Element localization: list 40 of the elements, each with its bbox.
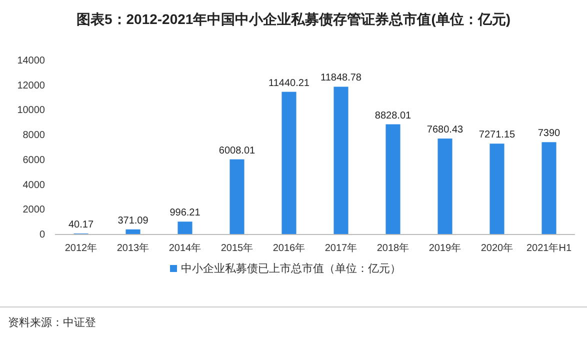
data-label: 7390 — [538, 128, 561, 140]
y-tick-label: 8000 — [22, 130, 46, 142]
bar — [490, 144, 504, 234]
data-label: 6008.01 — [218, 145, 256, 156]
legend-label: 中小企业私募债已上市总市值（单位：亿元） — [181, 262, 401, 275]
y-tick-label: 0 — [39, 230, 46, 240]
bar — [542, 142, 556, 234]
bar — [230, 159, 244, 234]
data-label: 7271.15 — [478, 130, 516, 141]
data-label: 7680.43 — [426, 124, 464, 136]
x-tick-label: 2019年 — [428, 242, 462, 254]
y-tick-label: 14000 — [17, 56, 46, 66]
x-tick-label: 2016年 — [272, 242, 306, 254]
data-label: 996.21 — [170, 208, 201, 219]
data-label: 8828.01 — [374, 110, 412, 122]
y-tick-label: 10000 — [17, 105, 46, 116]
y-tick-label: 2000 — [22, 204, 46, 216]
bar — [334, 86, 348, 234]
text: 资料来源：中证登 — [8, 316, 96, 329]
y-tick-label: 4000 — [22, 180, 46, 191]
data-label: 40.17 — [68, 220, 94, 230]
bar — [386, 124, 400, 234]
chart-title: 图表5：2012-2021年中国中小企业私募债存管证券总市值(单位：亿元) — [76, 11, 511, 27]
bar — [126, 229, 140, 234]
x-tick-label: 2018年 — [376, 242, 410, 254]
x-tick-label: 2012年 — [64, 242, 98, 254]
x-tick-label: 2020年 — [480, 242, 514, 254]
x-tick-label: 2017年 — [324, 242, 358, 254]
x-tick-label: 2014年 — [168, 242, 202, 254]
data-label: 11440.21 — [268, 78, 310, 89]
data-label: 11848.78 — [320, 72, 362, 84]
y-tick-label: 6000 — [22, 154, 46, 166]
x-tick-label: 2015年 — [220, 242, 254, 254]
x-tick-label: 2013年 — [116, 242, 150, 254]
bar — [282, 92, 296, 234]
y-tick-label: 12000 — [17, 80, 46, 92]
bar — [178, 222, 192, 234]
bar — [438, 138, 452, 234]
x-tick-label: 2021年H1 — [526, 242, 572, 254]
data-label: 371.09 — [118, 215, 149, 226]
